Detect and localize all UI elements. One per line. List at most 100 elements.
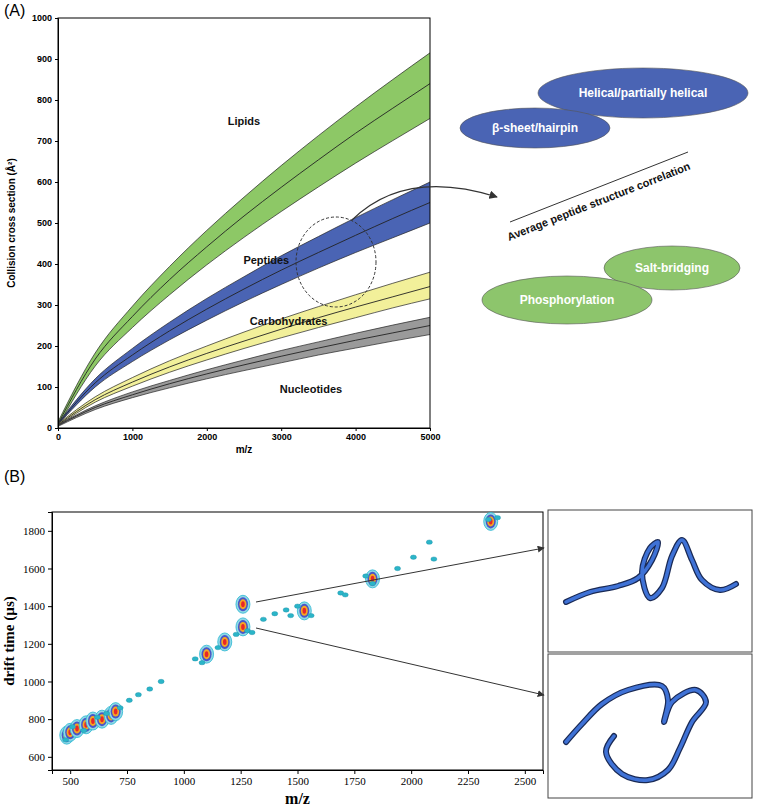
tick-mark xyxy=(207,428,208,431)
axis-line xyxy=(55,19,59,429)
blob-core xyxy=(239,599,246,609)
tick-label: 2000 xyxy=(401,775,424,787)
peak-dot xyxy=(485,517,491,521)
band-area xyxy=(58,182,430,425)
y-axis: 600 800 1000 1200 1400 1600 1800 xyxy=(23,513,53,771)
tick-mark xyxy=(55,264,58,265)
blob-core xyxy=(203,649,210,659)
tick-label: 800 xyxy=(29,713,46,725)
peak-dot xyxy=(431,557,437,561)
band-label: Carbohydrates xyxy=(250,315,328,327)
y-axis-title: Collision cross section (Å²) xyxy=(5,158,17,287)
tick-label: 100 xyxy=(37,382,52,392)
panel-a: 0100020003000400050000100200300400500600… xyxy=(5,13,497,455)
tick: 3000 xyxy=(272,428,292,442)
correlation-title: Average peptide structure correlation xyxy=(505,160,692,243)
tick: 300 xyxy=(37,300,58,310)
band-center-line xyxy=(58,326,430,426)
tick: 1400 xyxy=(23,600,52,612)
tick-label: 1800 xyxy=(23,525,46,537)
structure-label: Phosphorylation xyxy=(520,293,615,307)
tick-label: 750 xyxy=(119,775,136,787)
tick-mark xyxy=(48,757,52,758)
tick: 2000 xyxy=(197,428,217,442)
tick-label: 700 xyxy=(37,136,52,146)
panel-label: (A) xyxy=(4,2,25,19)
tick-label: 0 xyxy=(47,423,52,433)
band-label: Nucleotides xyxy=(280,383,342,395)
tick-mark xyxy=(55,141,58,142)
tick-label: 1750 xyxy=(344,775,367,787)
band-edge-line xyxy=(58,299,430,426)
tick: 1000 xyxy=(123,428,143,442)
band-label: Peptides xyxy=(243,254,289,266)
highlight-arrow xyxy=(352,187,497,220)
peak-dot xyxy=(117,706,123,710)
band-edge-line xyxy=(58,335,430,427)
tick: 2000 xyxy=(401,770,424,787)
peak-dot xyxy=(126,698,132,702)
band-area xyxy=(58,317,430,426)
tick-label: 600 xyxy=(37,177,52,187)
tick-mark xyxy=(55,18,58,19)
tick: 600 xyxy=(37,177,58,187)
blob-center xyxy=(100,716,104,722)
tick-mark xyxy=(127,770,128,774)
tick-mark xyxy=(298,770,299,774)
peak-dot xyxy=(199,660,205,664)
tick: 700 xyxy=(37,136,58,146)
tick: 1200 xyxy=(23,638,52,650)
tick-mark xyxy=(525,770,526,774)
inset-box xyxy=(548,654,752,798)
tick-label: 3000 xyxy=(272,432,292,442)
tick: 5000 xyxy=(420,428,440,442)
tick-mark xyxy=(354,770,355,774)
tick-label: 400 xyxy=(37,259,52,269)
blob-core xyxy=(301,606,308,616)
tick-mark xyxy=(55,100,58,101)
peak-dot xyxy=(295,604,301,608)
structure-scale: Helical/partially helicalβ-sheet/hairpin… xyxy=(460,68,748,324)
peak-dot xyxy=(363,574,369,578)
bands xyxy=(58,53,430,427)
band-center-line xyxy=(58,203,430,424)
tick-mark xyxy=(70,770,71,774)
tick: 1000 xyxy=(23,676,52,688)
peak-dot xyxy=(147,687,153,691)
tick-mark xyxy=(411,770,412,774)
tick: 0 xyxy=(56,428,61,442)
tick-mark xyxy=(241,770,242,774)
peak-blob xyxy=(484,512,498,530)
band-area xyxy=(58,272,430,425)
peptide-tube xyxy=(566,540,736,602)
band-label: Lipids xyxy=(228,115,260,127)
blob-ring xyxy=(299,604,309,618)
peak-dot xyxy=(410,555,416,559)
peak-dot xyxy=(283,608,289,612)
peak-dot xyxy=(135,692,141,696)
figure-svg: (A)(B)0100020003000400050000100200300400… xyxy=(0,0,759,810)
tick-mark xyxy=(55,182,58,183)
panel-label: (B) xyxy=(4,468,25,485)
tick: 500 xyxy=(37,218,58,228)
blob-ring xyxy=(220,635,230,649)
peptide-shadow xyxy=(566,540,736,602)
tick-label: 1600 xyxy=(23,563,46,575)
tick-label: 500 xyxy=(62,775,79,787)
peak-dot xyxy=(495,515,501,519)
peak-dot xyxy=(63,738,69,742)
tick: 900 xyxy=(37,54,58,64)
peak-dot xyxy=(272,611,278,615)
structure-label: β-sheet/hairpin xyxy=(492,121,578,135)
tick-label: 2250 xyxy=(457,775,480,787)
tick: 750 xyxy=(119,770,136,787)
x-axis: 5007501000125015001750200022502500 xyxy=(53,770,544,787)
blob-center xyxy=(114,709,118,715)
peak-dot xyxy=(158,679,164,683)
tick: 800 xyxy=(29,713,53,725)
tick: 1750 xyxy=(344,770,367,787)
peptide-shadow xyxy=(566,685,706,781)
tick: 1800 xyxy=(23,525,52,537)
x-axis-title: m/z xyxy=(285,790,310,807)
tick: 600 xyxy=(29,751,53,763)
